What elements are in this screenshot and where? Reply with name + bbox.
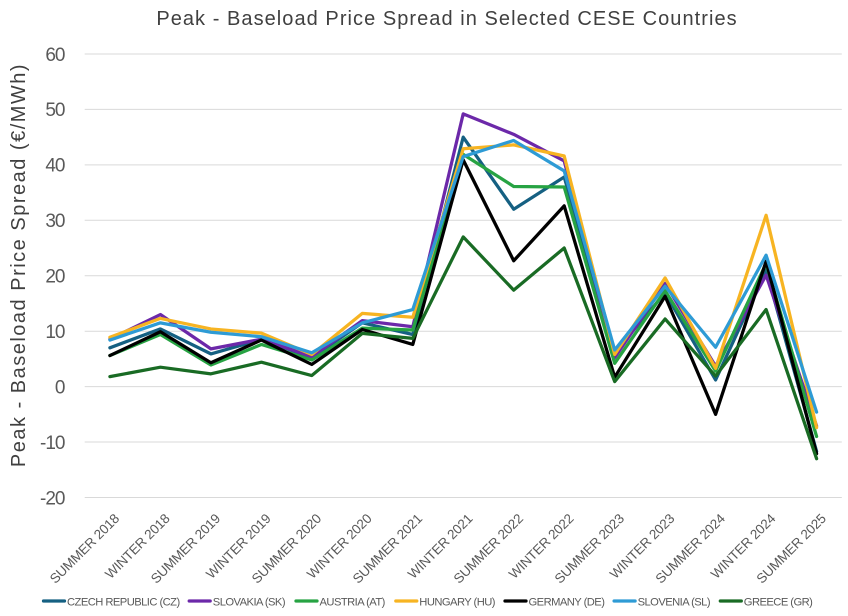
svg-text:20: 20 (45, 267, 65, 288)
svg-text:SLOVENIA (SL): SLOVENIA (SL) (638, 596, 711, 608)
svg-text:-10: -10 (40, 433, 65, 454)
svg-text:Peak - Baseload Price Spread (: Peak - Baseload Price Spread (€/MWh) (8, 63, 30, 467)
svg-text:40: 40 (45, 156, 65, 177)
svg-text:50: 50 (45, 100, 65, 121)
svg-text:0: 0 (55, 377, 65, 398)
svg-text:-20: -20 (40, 488, 65, 509)
svg-text:10: 10 (45, 322, 65, 343)
svg-text:CZECH REPUBLIC (CZ): CZECH REPUBLIC (CZ) (67, 596, 180, 608)
svg-text:SLOVAKIA (SK): SLOVAKIA (SK) (213, 596, 286, 608)
svg-text:AUSTRIA (AT): AUSTRIA (AT) (320, 596, 386, 608)
svg-text:HUNGARY (HU): HUNGARY (HU) (419, 596, 495, 608)
svg-text:30: 30 (45, 211, 65, 232)
svg-text:60: 60 (45, 45, 65, 66)
svg-text:GERMANY (DE): GERMANY (DE) (529, 596, 606, 608)
svg-text:GREECE (GR): GREECE (GR) (744, 596, 813, 608)
svg-text:Peak - Baseload Price Spread i: Peak - Baseload Price Spread in Selected… (156, 8, 737, 30)
